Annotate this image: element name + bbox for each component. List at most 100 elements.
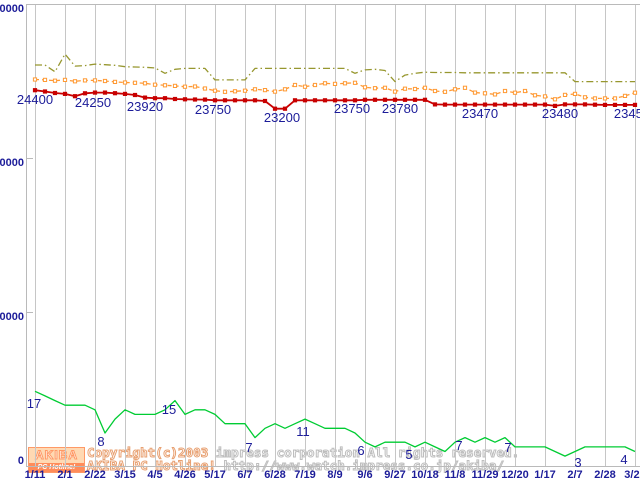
data-label-shop-count: 3 [574,455,581,470]
data-label-min-price: 23750 [334,101,370,116]
marker [162,83,168,88]
marker [72,94,78,99]
marker [492,92,498,97]
logo-pc-hotline-text: PC Hotline! [29,463,84,472]
marker [142,81,148,86]
marker [382,85,388,90]
marker [32,88,38,93]
marker [182,97,188,102]
markers-min-price [32,88,638,111]
data-label-min-price: 23480 [542,106,578,121]
marker [152,96,158,101]
marker [52,90,58,96]
marker [112,79,118,85]
data-label-shop-count: 17 [27,396,41,411]
marker [172,83,178,89]
data-label-min-price: 23470 [462,106,498,121]
marker [622,102,628,108]
marker [472,102,478,107]
marker [452,102,458,107]
data-label-shop-count: 11 [296,424,310,439]
marker [462,102,468,107]
marker [402,86,408,91]
marker [562,102,568,107]
marker [442,102,448,107]
marker [562,92,568,98]
marker [132,92,138,98]
url-line-tail: http://www.watch.impress.co.jp/akiba/ [215,458,505,473]
marker [242,88,248,93]
marker [622,93,628,99]
marker [432,102,438,107]
marker [612,96,618,101]
marker [552,103,558,109]
marker [82,78,88,83]
marker [302,98,308,103]
marker [582,102,588,107]
data-label-min-price: 23200 [264,110,300,125]
url-line-head: AKIBA PC Hotline! [87,458,217,473]
series-max-price [35,53,635,83]
marker [132,80,138,85]
x-tick-label: 1/17 [534,469,555,480]
marker [302,84,308,89]
marker [542,102,548,107]
marker [272,106,278,111]
logo-akiba-text: AKIBA [35,448,78,463]
marker [502,102,508,107]
marker [542,94,548,99]
marker [512,90,518,95]
marker [532,93,538,98]
marker [232,98,238,103]
marker [572,102,578,107]
marker [432,88,438,94]
marker [552,97,558,102]
marker [572,91,578,97]
gridlines [35,4,636,466]
data-labels: 24400 24250 23920 23750 23200 23750 23780 23470… [17,92,640,470]
marker [412,86,418,92]
marker [122,91,128,97]
marker [352,80,358,85]
marker [242,98,248,103]
marker [522,102,528,107]
marker [482,102,488,107]
marker [502,88,508,94]
x-tick-label: 2/28 [594,469,615,480]
marker [272,89,278,94]
data-label-min-price: 23780 [382,101,418,116]
marker [292,82,298,88]
marker [592,96,598,101]
marker [632,102,638,108]
marker [362,85,368,90]
marker [92,90,98,95]
data-label-min-price: 23450 [614,106,640,121]
url-line: AKIBA PC Hotline! http://www.watch.impre… [87,458,519,473]
marker [52,78,58,83]
y-tick-label: 30000 [0,3,24,15]
marker [252,87,258,92]
marker [342,81,348,86]
marker [312,82,318,88]
marker [92,78,98,83]
marker [612,102,618,108]
marker [322,98,328,103]
data-label-shop-count: 15 [162,402,176,417]
marker [202,86,208,91]
marker [512,102,518,107]
marker [222,89,228,94]
marker [352,98,358,103]
marker [532,102,538,107]
series-avg-price [34,78,636,100]
x-tick-label: 3/20 [624,469,640,480]
y-tick-label: 10000 [0,311,24,323]
data-label-min-price: 23920 [127,99,163,114]
marker [182,84,188,89]
marker [482,91,488,96]
akiba-pc-hotline-logo: AKIBA PC Hotline! [28,447,85,473]
marker [262,88,268,93]
marker [282,87,288,92]
marker [382,97,388,102]
